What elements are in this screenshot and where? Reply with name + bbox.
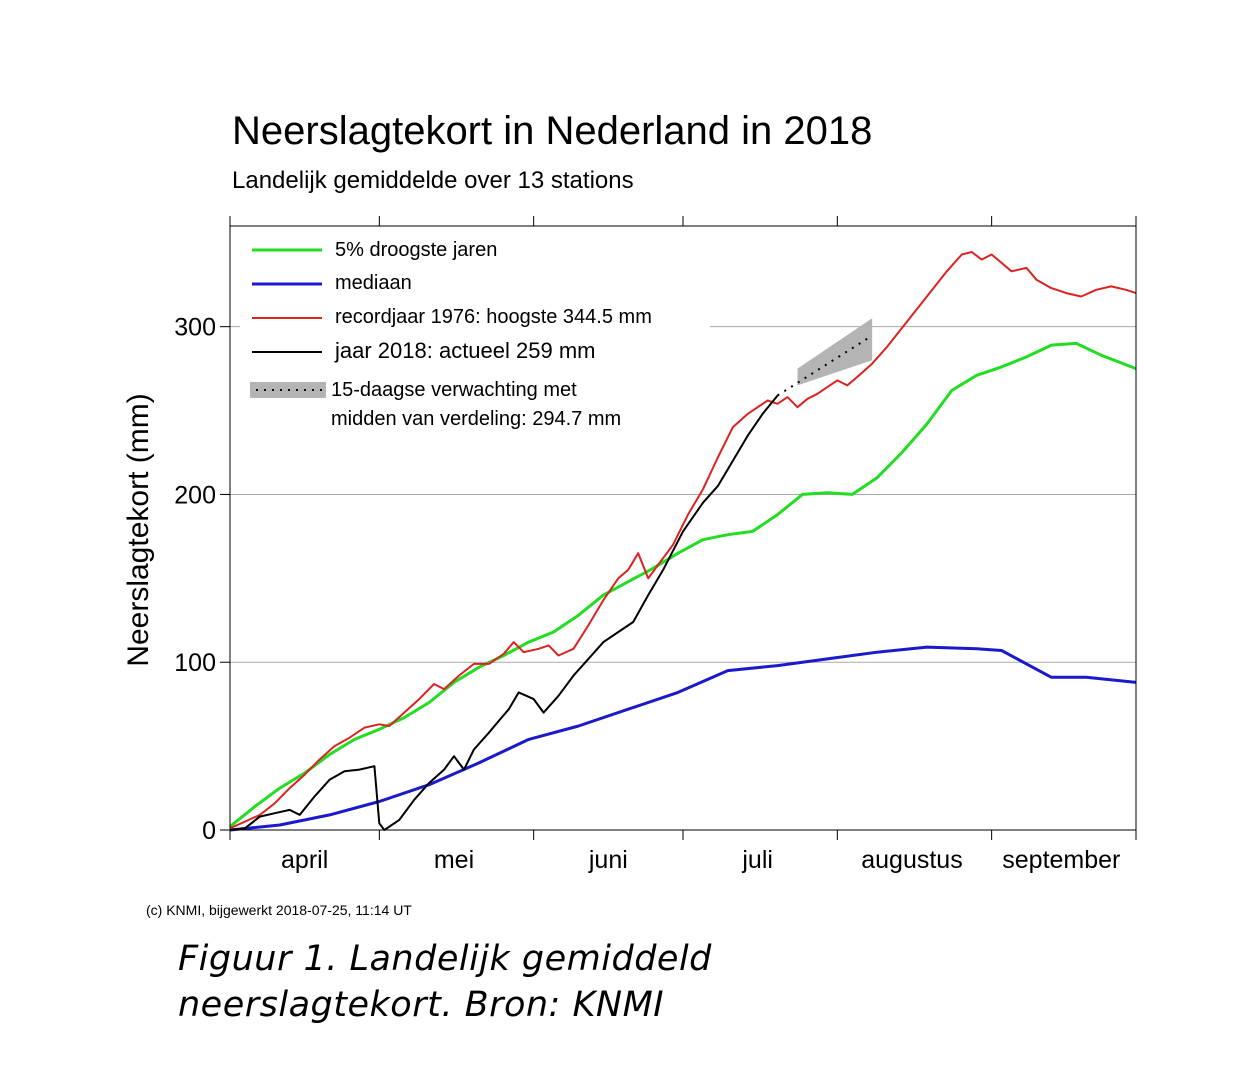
- series-line-2018: [229, 394, 779, 831]
- series-line-mediaan: [229, 645, 1137, 832]
- y-tick-label-0: 0: [202, 817, 216, 845]
- legend-label-recordjaar: recordjaar 1976: hoogste 344.5 mm: [335, 306, 652, 328]
- figure-caption-line-2: neerslagtekort. Bron: KNMI: [178, 985, 665, 1025]
- y-axis-label: Neerslagtekort (mm): [122, 393, 155, 666]
- x-tick-label-augustus: augustus: [861, 846, 962, 874]
- y-tick-label-100: 100: [174, 649, 216, 677]
- legend-label-forecast-2: midden van verdeling: 294.7 mm: [331, 408, 621, 430]
- legend-label-2018: jaar 2018: actueel 259 mm: [334, 338, 596, 363]
- chart-title: Neerslagtekort in Nederland in 2018: [232, 109, 872, 153]
- legend: 5% droogste jaren mediaan recordjaar 197…: [240, 232, 710, 436]
- y-tick-label-200: 200: [174, 481, 216, 509]
- x-tick-label-april: april: [281, 846, 328, 874]
- series-line-recordjaar-1976: [229, 251, 1137, 830]
- y-tick-label-300: 300: [174, 314, 216, 342]
- x-tick-label-juni: juni: [588, 846, 628, 874]
- series-line-droogste: [229, 341, 1137, 828]
- legend-label-mediaan: mediaan: [335, 272, 412, 294]
- figure-caption: Figuur 1. Landelijk gemiddeld neerslagte…: [178, 936, 712, 1028]
- legend-background: [240, 232, 710, 436]
- x-tick-label-mei: mei: [434, 846, 474, 874]
- legend-label-forecast-1: 15-daagse verwachting met: [331, 379, 577, 401]
- credit-note: (c) KNMI, bijgewerkt 2018-07-25, 11:14 U…: [146, 902, 412, 918]
- series-layer: [229, 251, 1137, 832]
- axis-layer: 0 100 200 300 april mei juni juli augustus septem…: [174, 216, 1137, 874]
- forecast-band: [797, 318, 873, 386]
- forecast-layer: [777, 318, 873, 397]
- chart: Neerslagtekort in Nederland in 2018 Land…: [122, 109, 1137, 874]
- figure-caption-line-1: Figuur 1. Landelijk gemiddeld: [178, 939, 712, 979]
- x-tick-label-juli: juli: [741, 846, 773, 874]
- x-tick-label-september: september: [1002, 846, 1120, 874]
- chart-subtitle: Landelijk gemiddelde over 13 stations: [232, 167, 634, 194]
- legend-label-droogste: 5% droogste jaren: [335, 239, 497, 261]
